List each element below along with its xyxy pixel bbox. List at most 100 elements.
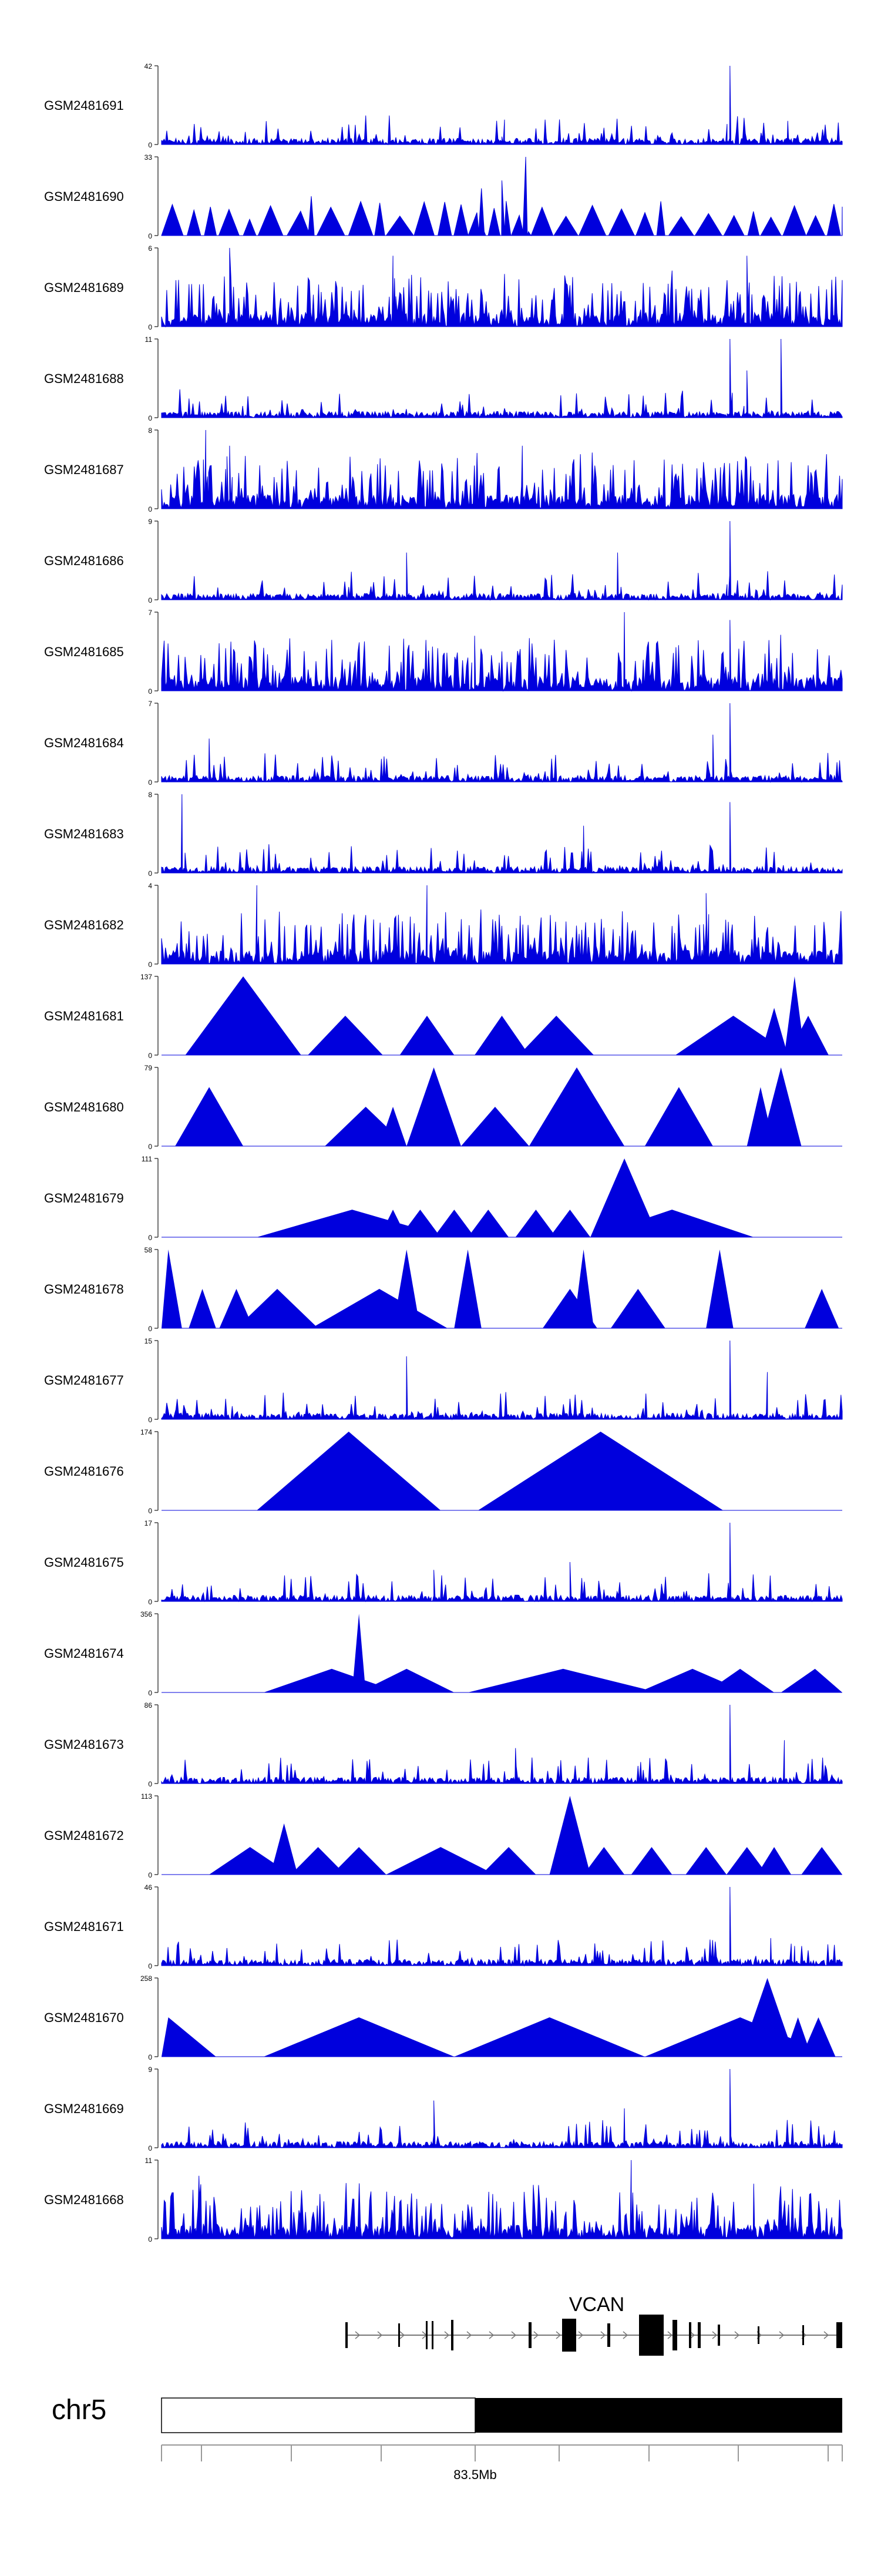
- track-label: GSM2481683: [44, 827, 124, 841]
- coverage-area: [161, 338, 843, 419]
- track-label: GSM2481691: [44, 98, 124, 113]
- coverage-peak: [590, 1210, 754, 1237]
- coverage-peak: [675, 1016, 792, 1055]
- axis-max-label: 356: [140, 1610, 152, 1618]
- track-GSM2481691: GSM2481691 42 0: [44, 62, 843, 149]
- strand-arrow: [489, 2331, 495, 2339]
- coverage-peak: [460, 1107, 529, 1146]
- gene-exon: [639, 2315, 664, 2356]
- gene-exon: [345, 2322, 348, 2348]
- coverage-area: [161, 247, 843, 328]
- axis-min-label: 0: [148, 505, 152, 513]
- coverage-peak: [209, 1847, 291, 1875]
- track-GSM2481680: GSM2481680 79 0: [44, 1064, 842, 1151]
- coverage-area: [161, 703, 843, 783]
- coverage-peak: [706, 1668, 775, 1692]
- track-GSM2481676: GSM2481676 174 0: [44, 1428, 842, 1515]
- track-label: GSM2481685: [44, 644, 124, 659]
- track-label: GSM2481681: [44, 1009, 124, 1023]
- track-label: GSM2481680: [44, 1100, 124, 1114]
- axis-max-label: 86: [144, 1701, 153, 1710]
- coverage-peak: [308, 1016, 383, 1055]
- coverage-peak: [475, 1016, 529, 1055]
- gene-exon: [698, 2322, 701, 2348]
- track-label: GSM2481689: [44, 280, 124, 295]
- strand-arrow: [578, 2331, 584, 2339]
- track-label: GSM2481690: [44, 189, 124, 204]
- track-GSM2481681: GSM2481681 137 0: [44, 973, 842, 1060]
- track-label: GSM2481687: [44, 462, 124, 477]
- axis-max-label: 15: [144, 1337, 153, 1345]
- track-label: GSM2481686: [44, 553, 124, 568]
- track-GSM2481670: GSM2481670 258 0: [44, 1974, 842, 2061]
- strand-arrow: [734, 2331, 740, 2339]
- axis-max-label: 137: [140, 973, 152, 981]
- coverage-peak: [515, 1210, 557, 1237]
- axis-min-label: 0: [148, 778, 152, 787]
- gene-exon: [718, 2325, 720, 2346]
- strand-arrow: [355, 2331, 361, 2339]
- coverage-peak: [352, 1614, 366, 1692]
- strand-arrow: [556, 2331, 561, 2339]
- coverage-peak: [631, 1847, 672, 1875]
- axis-max-label: 174: [140, 1428, 152, 1436]
- coverage-area: [161, 429, 843, 510]
- gene-exon: [758, 2326, 759, 2344]
- coverage-peak: [175, 1087, 244, 1146]
- strand-arrow: [511, 2331, 517, 2339]
- ideogram-region-right: [475, 2398, 842, 2433]
- gene-exon: [398, 2323, 400, 2347]
- track-GSM2481684: GSM2481684 7 0: [44, 700, 843, 787]
- coverage-peak: [468, 1668, 659, 1692]
- strand-arrow: [712, 2331, 718, 2339]
- coverage-peak: [311, 1289, 448, 1328]
- coverage-area: [161, 794, 843, 874]
- track-label: GSM2481673: [44, 1737, 124, 1752]
- coverage-peak: [263, 2017, 455, 2057]
- axis-min-label: 0: [148, 2144, 152, 2152]
- axis-max-label: 42: [144, 62, 153, 70]
- chromosome-ideogram: chr5 83.5Mb: [52, 2394, 843, 2482]
- ideogram-ticks: [161, 2445, 843, 2461]
- axis-min-label: 0: [148, 1598, 152, 1606]
- coverage-peak: [549, 1796, 591, 1875]
- ideogram-region-left: [161, 2397, 476, 2433]
- coverage-peak: [784, 2017, 812, 2057]
- axis-min-label: 0: [148, 960, 152, 969]
- strand-arrow: [444, 2331, 450, 2339]
- coverage-peak: [760, 1067, 802, 1146]
- axis-min-label: 0: [148, 1507, 152, 1515]
- coverage-peak: [805, 1289, 839, 1328]
- axis-min-label: 0: [148, 232, 152, 240]
- axis-max-label: 46: [144, 1883, 153, 1892]
- coverage-area: [161, 2159, 843, 2239]
- axis-max-label: 7: [148, 609, 152, 617]
- coverage-peak: [393, 1250, 421, 1328]
- coverage-peak: [468, 1210, 509, 1237]
- axis-min-label: 0: [148, 687, 152, 696]
- track-label: GSM2481668: [44, 2192, 124, 2207]
- axis-max-label: 58: [144, 1246, 153, 1254]
- gene-model: VCAN: [345, 2293, 842, 2356]
- coverage-peak: [519, 1016, 594, 1055]
- gene-exon: [432, 2321, 433, 2349]
- coverage-area: [161, 2068, 843, 2149]
- axis-max-label: 113: [141, 1792, 152, 1801]
- coverage-peak: [740, 1978, 795, 2057]
- coverage-peak: [573, 1250, 594, 1328]
- coverage-area: [161, 1886, 843, 1967]
- track-label: GSM2481676: [44, 1464, 124, 1479]
- track-GSM2481675: GSM2481675 17 0: [44, 1519, 843, 1606]
- coverage-area: [161, 520, 843, 601]
- track-label: GSM2481671: [44, 1919, 124, 1934]
- axis-min-label: 0: [148, 2235, 152, 2243]
- coverage-area: [161, 1522, 843, 1603]
- gene-exon: [607, 2323, 610, 2347]
- coverage-area: [161, 156, 843, 237]
- coverage-peak: [801, 1847, 842, 1875]
- strand-arrow: [667, 2331, 673, 2339]
- axis-min-label: 0: [148, 1780, 152, 1788]
- axis-max-label: 17: [144, 1519, 153, 1527]
- axis-min-label: 0: [148, 1234, 152, 1242]
